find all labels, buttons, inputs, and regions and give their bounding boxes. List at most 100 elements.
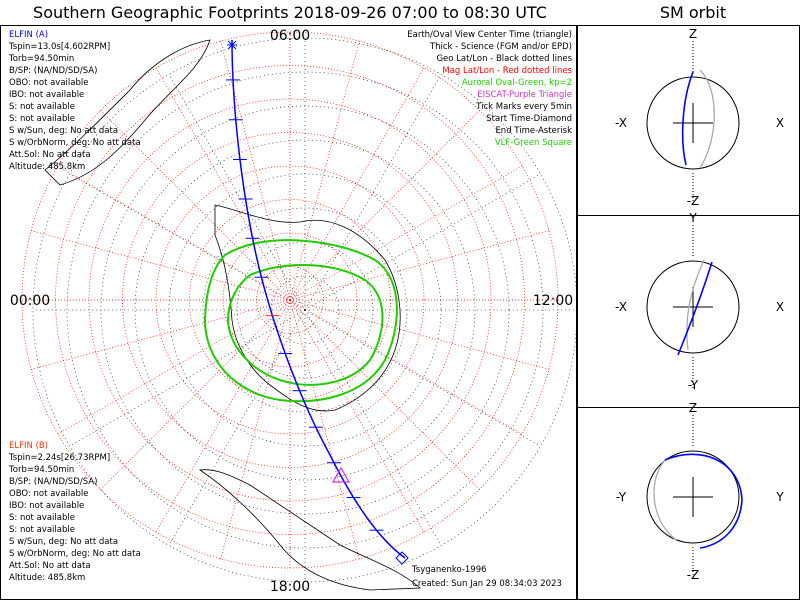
elfin-a-info-line: S w/OrbNorm, deg: No att data <box>9 138 141 148</box>
auroral-ovals <box>203 239 398 403</box>
orbit-axis-label-left: -X <box>615 116 627 130</box>
mag-lat-circle <box>155 165 425 435</box>
mag-lon-line <box>154 65 291 301</box>
mag-lon-line <box>29 229 291 301</box>
orbit-title: SM orbit <box>660 3 726 22</box>
geo-lat-circle <box>270 275 340 345</box>
orbit-shadow-path <box>653 459 677 541</box>
orbit-axis-label-top: Z <box>689 27 697 41</box>
five-minute-ticks <box>226 79 384 531</box>
elfin-a-info: ELFIN (A) Tspin=13.0s[4.602RPM] Torb=94.50… <box>8 30 141 172</box>
elfin-b-info-line: Torb=94.50min <box>8 465 74 475</box>
elfin-b-info-line: S: not available <box>9 513 75 523</box>
mag-lon-line <box>289 164 525 301</box>
mag-grid-lines <box>20 30 560 570</box>
orbit-axis-label-right: X <box>776 300 784 314</box>
orbit-path <box>677 261 713 356</box>
mag-lon-line <box>219 39 291 301</box>
elfin-b-info: ELFIN (B) Tspin=2.24s[26.73RPM] Torb=94.50… <box>8 441 141 583</box>
mag-lon-line <box>29 299 291 371</box>
elfin-a-info-line: B/SP: (NA/ND/SD/SA) <box>9 66 97 76</box>
elfin-b-info-line: S w/Sun, deg: No att data <box>9 537 118 547</box>
mag-lon-line <box>289 299 361 561</box>
mag-lat-circle <box>189 199 391 401</box>
legend-entry: Earth/Oval View Center Time (triangle) <box>407 30 572 40</box>
mag-lon-line <box>289 299 525 436</box>
earth-circle <box>646 260 740 354</box>
elfin-b-info-line: Altitude: 485.8km <box>9 573 85 583</box>
orbit-axis-label-bottom: -Z <box>687 568 700 582</box>
mag-lon-line <box>289 65 426 301</box>
elfin-a-info-line: Torb=94.50min <box>8 54 74 64</box>
mag-lon-line <box>154 299 291 535</box>
mag-lon-line <box>55 299 291 436</box>
legend-entry: End Time-Asterisk <box>495 126 572 136</box>
geo-lon-line <box>304 309 539 446</box>
geo-lat-circle <box>134 139 476 481</box>
hour-label-left: 00:00 <box>10 293 50 309</box>
elfin-a-info-line: S: not available <box>9 102 75 112</box>
earth-circle <box>646 450 740 544</box>
orbit-axis-label-right: X <box>776 116 784 130</box>
orbit-panel-1-frame <box>577 25 800 216</box>
orbit-shadow-path <box>686 259 705 351</box>
elfin-b-info-line: S: not available <box>9 525 75 535</box>
elfin-a-info-line: IBO: not available <box>9 90 84 100</box>
coast-africa <box>44 39 211 186</box>
orbit-axis-label-top: Y <box>688 211 697 225</box>
orbit-path <box>681 71 694 166</box>
elfin-a-info-line: S w/Sun, deg: No att data <box>9 126 118 136</box>
geo-lat-circle <box>202 207 408 413</box>
legend-entry: Mag Lat/Lon - Red dotted lines <box>442 66 572 76</box>
coast-antarctica <box>214 204 401 412</box>
hour-label-top: 06:00 <box>270 28 310 44</box>
elfin-a-info-line: Tspin=13.0s[4.602RPM] <box>8 42 110 52</box>
orbit-panel-1: Z -Z -X X <box>615 27 784 208</box>
mag-lon-line <box>55 164 291 301</box>
orbit-panels: Z -Z -X X Y -Y -X X Z -Z -Y Y <box>615 27 784 582</box>
mag-lon-line <box>219 299 291 561</box>
legend-entry: Thick - Science (FGM and/or EPD) <box>429 42 572 52</box>
coastlines <box>44 39 421 591</box>
view-center-triangle-marker <box>331 466 351 483</box>
earth-circle <box>646 76 740 170</box>
mag-lon-line <box>289 108 482 301</box>
mag-lon-line <box>289 299 551 371</box>
auroral-oval-inner <box>226 264 384 386</box>
elfin-a-name: ELFIN (A) <box>9 30 48 40</box>
start-diamond-marker <box>395 551 409 565</box>
mag-lon-line <box>289 299 426 535</box>
geo-lon-line <box>304 309 441 544</box>
elfin-b-info-line: Tspin=2.24s[26.73RPM] <box>8 453 110 463</box>
elfin-b-info-line: S w/OrbNorm, deg: No att data <box>9 549 141 559</box>
mag-lon-line <box>289 229 551 301</box>
mag-lon-line <box>98 299 291 492</box>
orbit-shadow-path <box>699 69 715 169</box>
orbit-axis-label-top: Z <box>689 401 697 415</box>
mag-lon-line <box>289 39 361 301</box>
orbit-axis-label-bottom: -Z <box>687 194 700 208</box>
geo-lon-line <box>71 174 306 311</box>
elfin-a-info-line: Att.Sol: No att data <box>9 150 91 160</box>
legend-entry: Geo Lat/Lon - Black dotted lines <box>436 54 572 64</box>
legend-entry: Tick Marks every 5min <box>475 102 572 112</box>
geo-lon-line <box>169 309 306 544</box>
legend-entry: VLF-Green Square <box>495 138 572 148</box>
orbit-path <box>664 453 743 549</box>
elfin-b-info-line: IBO: not available <box>9 501 84 511</box>
geo-lat-circle <box>66 71 544 549</box>
elfin-b-info-line: Att.Sol: No att data <box>9 561 91 571</box>
created-label: Created: Sun Jan 29 08:34:03 2023 <box>412 579 562 589</box>
orbit-axis-label-bottom: -Y <box>688 378 699 392</box>
auroral-oval-outer <box>203 239 398 403</box>
elfin-b-info-line: B/SP: (NA/ND/SD/SA) <box>9 477 97 487</box>
hour-label-right: 12:00 <box>533 293 573 309</box>
elfin-a-info-line: Altitude: 485.8km <box>9 162 85 172</box>
orbit-axis-label-left: -Y <box>616 490 627 504</box>
polar-map <box>20 30 578 591</box>
orbit-axis-label-left: -X <box>615 300 627 314</box>
hour-label-bottom: 18:00 <box>270 579 310 595</box>
elfin-a-info-line: OBO: not available <box>9 78 88 88</box>
geo-lon-line <box>304 174 539 311</box>
